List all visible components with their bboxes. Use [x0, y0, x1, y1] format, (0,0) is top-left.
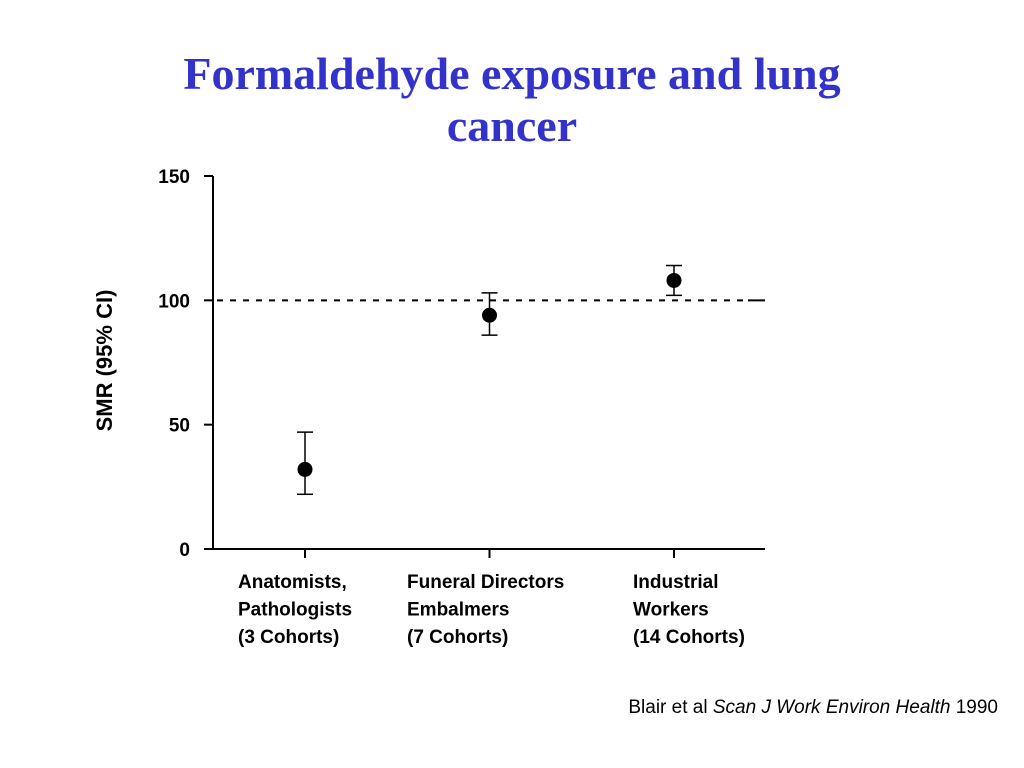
y-tick-label: 0	[179, 540, 190, 561]
title-line-2: cancer	[446, 100, 578, 151]
x-category-label: Funeral Directors Embalmers (7 Cohorts)	[407, 572, 564, 648]
title-line-1: Formaldehyde exposure and lung	[183, 48, 841, 99]
x-category-label-line: (7 Cohorts)	[407, 627, 508, 648]
y-tick-label: 150	[158, 167, 190, 188]
x-category-label-line: Funeral Directors	[407, 572, 564, 593]
x-category-label-line: Pathologists	[238, 600, 352, 621]
x-category-label-line: Workers	[633, 600, 709, 621]
data-point	[666, 272, 682, 288]
citation-year: 1990	[950, 697, 998, 718]
citation-authors: Blair et al	[628, 697, 713, 718]
citation: Blair et al Scan J Work Environ Health 1…	[628, 697, 998, 719]
y-tick-label: 100	[158, 291, 190, 312]
citation-journal: Scan J Work Environ Health	[712, 697, 951, 718]
page-title: Formaldehyde exposure and lung cancer	[0, 48, 1024, 152]
x-category-label-line: Embalmers	[407, 600, 509, 621]
x-category-label-line: Industrial	[633, 572, 719, 593]
x-category-label: Anatomists, Pathologists (3 Cohorts)	[238, 572, 352, 648]
x-category-label-line: (3 Cohorts)	[238, 627, 339, 648]
y-axis-title: SMR (95% CI)	[92, 290, 117, 432]
y-tick-label: 50	[169, 416, 190, 437]
x-category-label-line: Anatomists,	[238, 572, 347, 593]
x-category-label: Industrial Workers (14 Cohorts)	[633, 572, 745, 648]
data-point	[482, 307, 497, 323]
data-point	[297, 461, 313, 477]
x-category-label-line: (14 Cohorts)	[633, 627, 745, 648]
